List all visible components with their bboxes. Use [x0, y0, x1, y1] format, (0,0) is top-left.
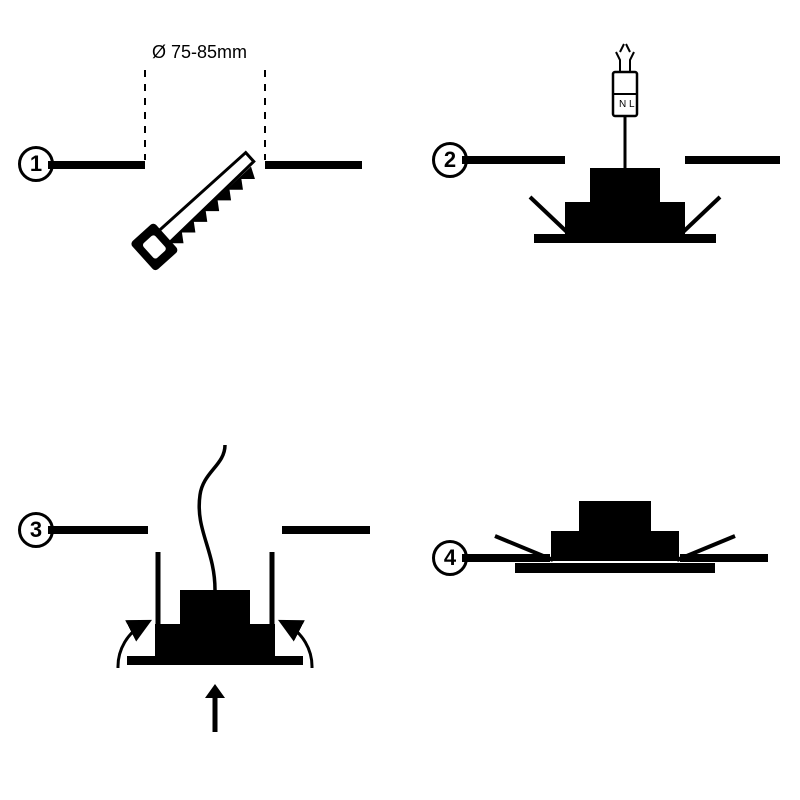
- step-1-panel: 1 Ø 75-85mm: [0, 0, 400, 400]
- terminal-l-label: L: [629, 99, 635, 110]
- step-1-drawing: [0, 0, 400, 400]
- step-3-panel: 3: [0, 400, 400, 800]
- downlight-icon: [534, 168, 716, 243]
- downlight-icon: [127, 590, 303, 665]
- step-2-drawing: N L: [400, 0, 800, 400]
- step-2-panel: 2 N L: [400, 0, 800, 400]
- downlight-icon: [515, 501, 715, 573]
- step-4-panel: 4: [400, 400, 800, 800]
- step-3-drawing: [0, 400, 400, 800]
- step-4-drawing: [400, 400, 800, 800]
- terminal-n-label: N: [619, 99, 626, 110]
